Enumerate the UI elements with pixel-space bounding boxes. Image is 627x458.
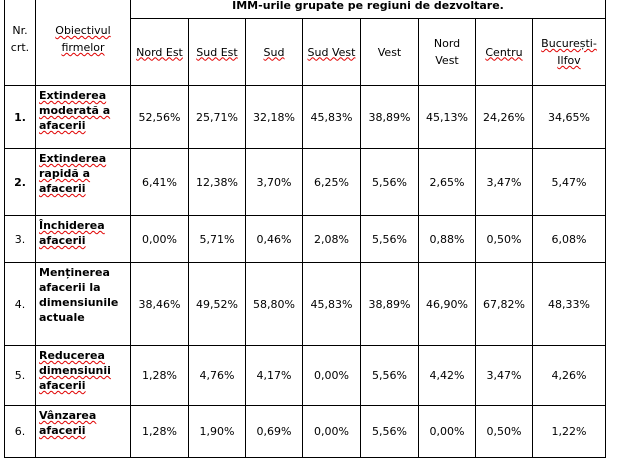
value-cell: 6,41% [130, 148, 189, 216]
value-cell: 24,26% [475, 85, 533, 149]
value-cell: 48,33% [532, 262, 606, 346]
row-number: 5. [4, 345, 36, 406]
value-cell: 5,56% [360, 215, 419, 263]
row-number: 3. [4, 215, 36, 263]
value-cell: 12,38% [188, 148, 246, 216]
value-cell: 67,82% [475, 262, 533, 346]
region-header: Nord Est [130, 18, 189, 86]
objective: Extinderea moderată a afacerii [35, 85, 131, 149]
value-cell: 46,90% [418, 262, 476, 346]
objective: Extinderea rapidă a afacerii [35, 148, 131, 216]
value-cell: 45,83% [302, 85, 361, 149]
row-number: 2. [4, 148, 36, 216]
value-cell: 0,88% [418, 215, 476, 263]
value-cell: 4,26% [532, 345, 606, 406]
objective: Vânzarea afacerii [35, 405, 131, 458]
value-cell: 0,50% [475, 215, 533, 263]
row-number: 6. [4, 405, 36, 458]
value-cell: 2,65% [418, 148, 476, 216]
value-cell: 58,80% [245, 262, 303, 346]
region-header: Centru [475, 18, 533, 86]
region-header: Sud Vest [302, 18, 361, 86]
value-cell: 38,46% [130, 262, 189, 346]
objective: Menținerea afacerii la dimensiunile actu… [35, 262, 131, 346]
region-header: București-Ilfov [532, 18, 606, 86]
value-cell: 2,08% [302, 215, 361, 263]
region-header: Vest [360, 18, 419, 86]
region-header: Nord Vest [418, 18, 476, 86]
value-cell: 32,18% [245, 85, 303, 149]
value-cell: 52,56% [130, 85, 189, 149]
value-cell: 3,70% [245, 148, 303, 216]
value-cell: 4,17% [245, 345, 303, 406]
value-cell: 3,47% [475, 148, 533, 216]
header-nr: Nr. crt. [4, 0, 36, 86]
row-number: 1. [4, 85, 36, 149]
value-cell: 0,69% [245, 405, 303, 458]
value-cell: 3,47% [475, 345, 533, 406]
value-cell: 5,71% [188, 215, 246, 263]
data-table: Nr. crt. Obiectivul firmelor IMM-urile gru… [4, 0, 606, 458]
value-cell: 1,28% [130, 345, 189, 406]
value-cell: 0,00% [302, 405, 361, 458]
value-cell: 1,28% [130, 405, 189, 458]
value-cell: 4,76% [188, 345, 246, 406]
value-cell: 6,25% [302, 148, 361, 216]
value-cell: 45,83% [302, 262, 361, 346]
header-title: IMM-urile grupate pe regiuni de dezvolta… [130, 0, 606, 19]
value-cell: 1,90% [188, 405, 246, 458]
value-cell: 5,56% [360, 148, 419, 216]
value-cell: 4,42% [418, 345, 476, 406]
row-number: 4. [4, 262, 36, 346]
objective: Reducerea dimensiunii afacerii [35, 345, 131, 406]
value-cell: 6,08% [532, 215, 606, 263]
value-cell: 0,50% [475, 405, 533, 458]
header-objective: Obiectivul firmelor [35, 0, 131, 86]
objective: Închiderea afacerii [35, 215, 131, 263]
value-cell: 25,71% [188, 85, 246, 149]
value-cell: 45,13% [418, 85, 476, 149]
region-header: Sud Est [188, 18, 246, 86]
value-cell: 0,00% [130, 215, 189, 263]
value-cell: 0,46% [245, 215, 303, 263]
value-cell: 49,52% [188, 262, 246, 346]
value-cell: 1,22% [532, 405, 606, 458]
value-cell: 5,56% [360, 405, 419, 458]
value-cell: 38,89% [360, 85, 419, 149]
value-cell: 38,89% [360, 262, 419, 346]
value-cell: 0,00% [302, 345, 361, 406]
value-cell: 5,56% [360, 345, 419, 406]
value-cell: 0,00% [418, 405, 476, 458]
region-header: Sud [245, 18, 303, 86]
value-cell: 5,47% [532, 148, 606, 216]
value-cell: 34,65% [532, 85, 606, 149]
